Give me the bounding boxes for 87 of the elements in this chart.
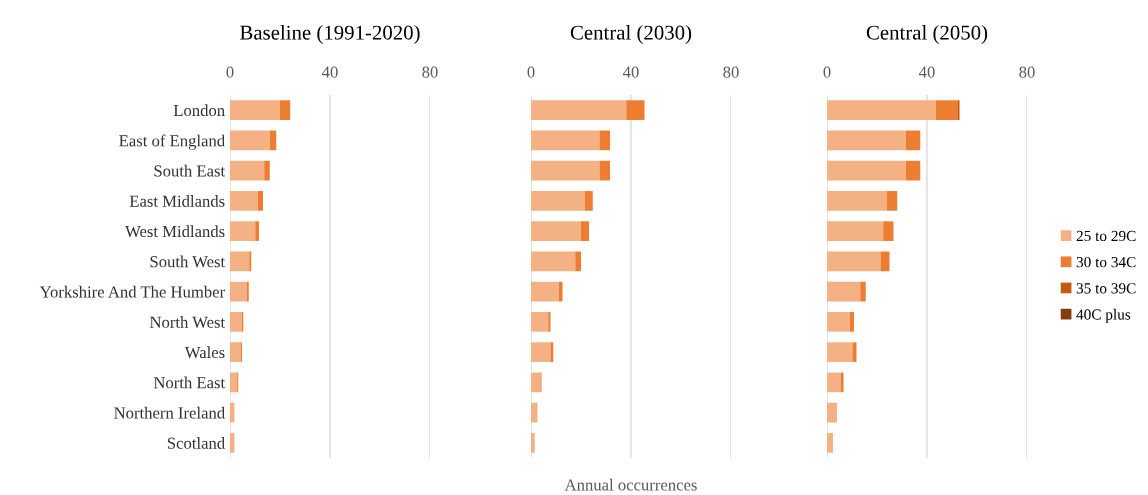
bar bbox=[531, 372, 541, 393]
y-tick-label: South West bbox=[150, 255, 226, 268]
y-tick-label: North East bbox=[153, 376, 226, 389]
bar bbox=[548, 312, 551, 332]
bar bbox=[883, 221, 894, 241]
bar bbox=[258, 191, 263, 211]
bar bbox=[531, 221, 581, 241]
x-tick-label: 0 bbox=[226, 66, 234, 78]
bar bbox=[887, 191, 898, 211]
bar bbox=[827, 130, 906, 151]
bar bbox=[827, 402, 837, 423]
x-tick-label: 80 bbox=[422, 66, 438, 78]
bar bbox=[827, 281, 861, 302]
x-tick-label: 40 bbox=[622, 66, 639, 78]
bar bbox=[840, 372, 844, 393]
bar bbox=[827, 312, 850, 332]
bar bbox=[230, 281, 247, 302]
x-tick-label: 0 bbox=[823, 66, 831, 78]
y-tick-label: London bbox=[173, 104, 225, 117]
bar bbox=[230, 342, 241, 362]
bar bbox=[850, 312, 854, 332]
bar bbox=[827, 433, 833, 453]
legend-label: 35 to 39C bbox=[1076, 283, 1136, 294]
bar bbox=[531, 160, 600, 181]
bar bbox=[827, 100, 936, 120]
y-tick-label: West Midlands bbox=[125, 225, 225, 238]
bar bbox=[905, 160, 921, 181]
bar bbox=[936, 100, 958, 120]
bar bbox=[531, 281, 559, 302]
bar bbox=[230, 402, 234, 423]
x-tick-label: 80 bbox=[723, 66, 739, 78]
bar bbox=[827, 221, 884, 241]
bar bbox=[531, 342, 551, 362]
bar bbox=[531, 130, 600, 151]
chart-title: Central (2030) bbox=[570, 24, 692, 44]
bar bbox=[827, 372, 841, 393]
bar bbox=[230, 130, 270, 151]
bar bbox=[230, 100, 280, 120]
bar bbox=[230, 312, 242, 332]
bar bbox=[827, 342, 853, 362]
y-tick-label: North West bbox=[149, 316, 226, 328]
legend-label: 30 to 34C bbox=[1076, 256, 1136, 268]
bar bbox=[575, 251, 581, 272]
chart-title: Central (2050) bbox=[866, 24, 988, 44]
bar bbox=[860, 281, 866, 302]
chart-title: Baseline (1991-2020) bbox=[240, 24, 420, 44]
bar bbox=[230, 221, 256, 241]
bar bbox=[230, 160, 265, 181]
y-tick-label: Wales bbox=[184, 346, 225, 359]
legend-label: 25 to 29C bbox=[1076, 230, 1136, 242]
bar bbox=[230, 372, 238, 393]
bar bbox=[531, 402, 537, 423]
bar bbox=[626, 100, 645, 120]
bar bbox=[599, 130, 610, 151]
bar bbox=[249, 251, 252, 272]
bar bbox=[827, 191, 887, 211]
bar bbox=[599, 160, 610, 181]
bar bbox=[584, 191, 593, 211]
bar bbox=[531, 100, 627, 120]
y-tick-label: South East bbox=[154, 164, 226, 177]
y-tick-label: Yorkshire And The Humber bbox=[39, 285, 225, 298]
x-tick-label: 40 bbox=[321, 66, 338, 78]
bar bbox=[558, 281, 563, 302]
bar bbox=[230, 251, 250, 272]
bar bbox=[827, 160, 906, 181]
bar bbox=[255, 221, 259, 241]
bar bbox=[531, 312, 549, 332]
bar bbox=[230, 433, 234, 453]
x-tick-label: 80 bbox=[1019, 66, 1035, 78]
y-tick-label: Scotland bbox=[167, 437, 225, 449]
x-tick-label: 0 bbox=[527, 66, 535, 78]
bar bbox=[264, 160, 270, 181]
bar bbox=[230, 191, 258, 211]
bar bbox=[531, 191, 585, 211]
y-tick-label: East Midlands bbox=[129, 195, 225, 207]
legend-label: 40C plus bbox=[1076, 308, 1131, 323]
x-axis-title: Annual occurrences bbox=[564, 478, 697, 491]
bar bbox=[550, 342, 554, 362]
bar bbox=[905, 130, 921, 151]
bar bbox=[581, 221, 589, 241]
bar bbox=[852, 342, 857, 362]
y-tick-label: East of England bbox=[119, 134, 225, 150]
y-tick-label: Northern Ireland bbox=[114, 406, 225, 419]
bar bbox=[827, 251, 881, 272]
bar bbox=[531, 251, 576, 272]
bar bbox=[280, 100, 291, 120]
x-tick-label: 40 bbox=[918, 66, 935, 78]
